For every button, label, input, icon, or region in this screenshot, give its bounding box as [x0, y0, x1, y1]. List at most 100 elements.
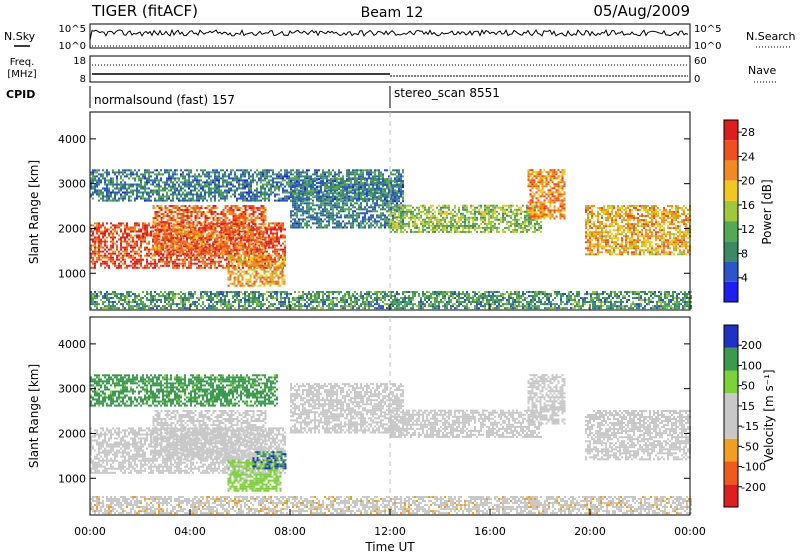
heatmap-cell: [106, 255, 108, 257]
heatmap-cell: [116, 192, 118, 194]
heatmap-cell: [242, 192, 244, 194]
heatmap-cell: [158, 200, 160, 202]
heatmap-cell: [322, 220, 324, 222]
heatmap-cell: [221, 245, 223, 247]
heatmap-cell: [108, 259, 110, 261]
heatmap-cell: [280, 237, 282, 239]
heatmap-cell: [108, 257, 110, 259]
heatmap-cell: [242, 267, 244, 269]
heatmap-cell: [304, 210, 306, 212]
heatmap-cell: [175, 237, 177, 239]
heatmap-cell: [233, 231, 235, 233]
heatmap-cell: [182, 184, 184, 186]
heatmap-cell: [197, 235, 199, 237]
heatmap-cell: [140, 173, 142, 175]
heatmap-cell: [205, 219, 207, 221]
heatmap-cell: [153, 207, 155, 209]
heatmap-cell: [153, 219, 155, 221]
heatmap-cell: [207, 219, 209, 221]
heatmap-cell: [204, 181, 206, 183]
heatmap-cell: [102, 255, 104, 257]
heatmap-cell: [257, 209, 259, 211]
heatmap-cell: [188, 198, 190, 200]
heatmap-cell: [266, 259, 268, 261]
heatmap-cell: [247, 231, 249, 233]
heatmap-cell: [179, 207, 181, 209]
heatmap-cell: [300, 173, 302, 175]
heatmap-cell: [130, 245, 132, 247]
heatmap-cell: [278, 188, 280, 190]
heatmap-cell: [169, 237, 171, 239]
heatmap-cell: [274, 283, 276, 285]
heatmap-cell: [156, 263, 158, 265]
heatmap-cell: [165, 239, 167, 241]
heatmap-cell: [292, 227, 294, 229]
heatmap-cell: [254, 261, 256, 263]
heatmap-cell: [304, 192, 306, 194]
heatmap-cell: [258, 259, 260, 261]
heatmap-cell: [180, 175, 182, 177]
heatmap-cell: [245, 205, 247, 207]
heatmap-cell: [134, 190, 136, 192]
heatmap-cell: [243, 219, 245, 221]
heatmap-cell: [169, 235, 171, 237]
heatmap-cell: [212, 259, 214, 261]
heatmap-cell: [213, 243, 215, 245]
heatmap-cell: [208, 259, 210, 261]
heatmap-cell: [354, 198, 356, 200]
heatmap-cell: [132, 251, 134, 253]
heatmap-cell: [176, 194, 178, 196]
heatmap-cell: [260, 200, 262, 202]
heatmap-cell: [266, 277, 268, 279]
heatmap-cell: [390, 171, 392, 173]
heatmap-cell: [152, 259, 154, 261]
heatmap-cell: [171, 241, 173, 243]
heatmap-cell: [202, 186, 204, 188]
station-title: TIGER (fitACF): [91, 2, 198, 20]
heatmap-cell: [242, 283, 244, 285]
heatmap-cell: [278, 224, 280, 226]
heatmap-cell: [296, 198, 298, 200]
heatmap-cell: [328, 192, 330, 194]
heatmap-cell: [210, 257, 212, 259]
heatmap-cell: [200, 265, 202, 267]
heatmap-cell: [366, 202, 368, 204]
heatmap-cell: [348, 175, 350, 177]
heatmap-cell: [272, 173, 274, 175]
heatmap-cell: [100, 241, 102, 243]
heatmap-cell: [294, 196, 296, 198]
heatmap-cell: [220, 249, 222, 251]
heatmap-cell: [278, 275, 280, 277]
heatmap-cell: [240, 269, 242, 271]
heatmap-cell: [190, 198, 192, 200]
heatmap-cell: [374, 208, 376, 210]
heatmap-cell: [336, 220, 338, 222]
heatmap-cell: [336, 186, 338, 188]
heatmap-cell: [230, 169, 232, 171]
heatmap-cell: [340, 178, 342, 180]
heatmap-cell: [247, 217, 249, 219]
heatmap-cell: [195, 215, 197, 217]
heatmap-cell: [178, 267, 180, 269]
heatmap-cell: [132, 245, 134, 247]
heatmap-cell: [155, 213, 157, 215]
heatmap-cell: [336, 214, 338, 216]
heatmap-cell: [140, 192, 142, 194]
heatmap-cell: [239, 243, 241, 245]
heatmap-cell: [153, 253, 155, 255]
heatmap-cell: [106, 222, 108, 224]
heatmap-cell: [250, 190, 252, 192]
heatmap-cell: [340, 210, 342, 212]
heatmap-cell: [226, 181, 228, 183]
heatmap-cell: [240, 196, 242, 198]
heatmap-cell: [308, 210, 310, 212]
heatmap-cell: [250, 184, 252, 186]
heatmap-cell: [187, 215, 189, 217]
heatmap-cell: [310, 184, 312, 186]
heatmap-cell: [314, 178, 316, 180]
heatmap-cell: [274, 173, 276, 175]
heatmap-cell: [294, 188, 296, 190]
heatmap-cell: [316, 222, 318, 224]
heatmap-cell: [302, 190, 304, 192]
heatmap-cell: [366, 184, 368, 186]
